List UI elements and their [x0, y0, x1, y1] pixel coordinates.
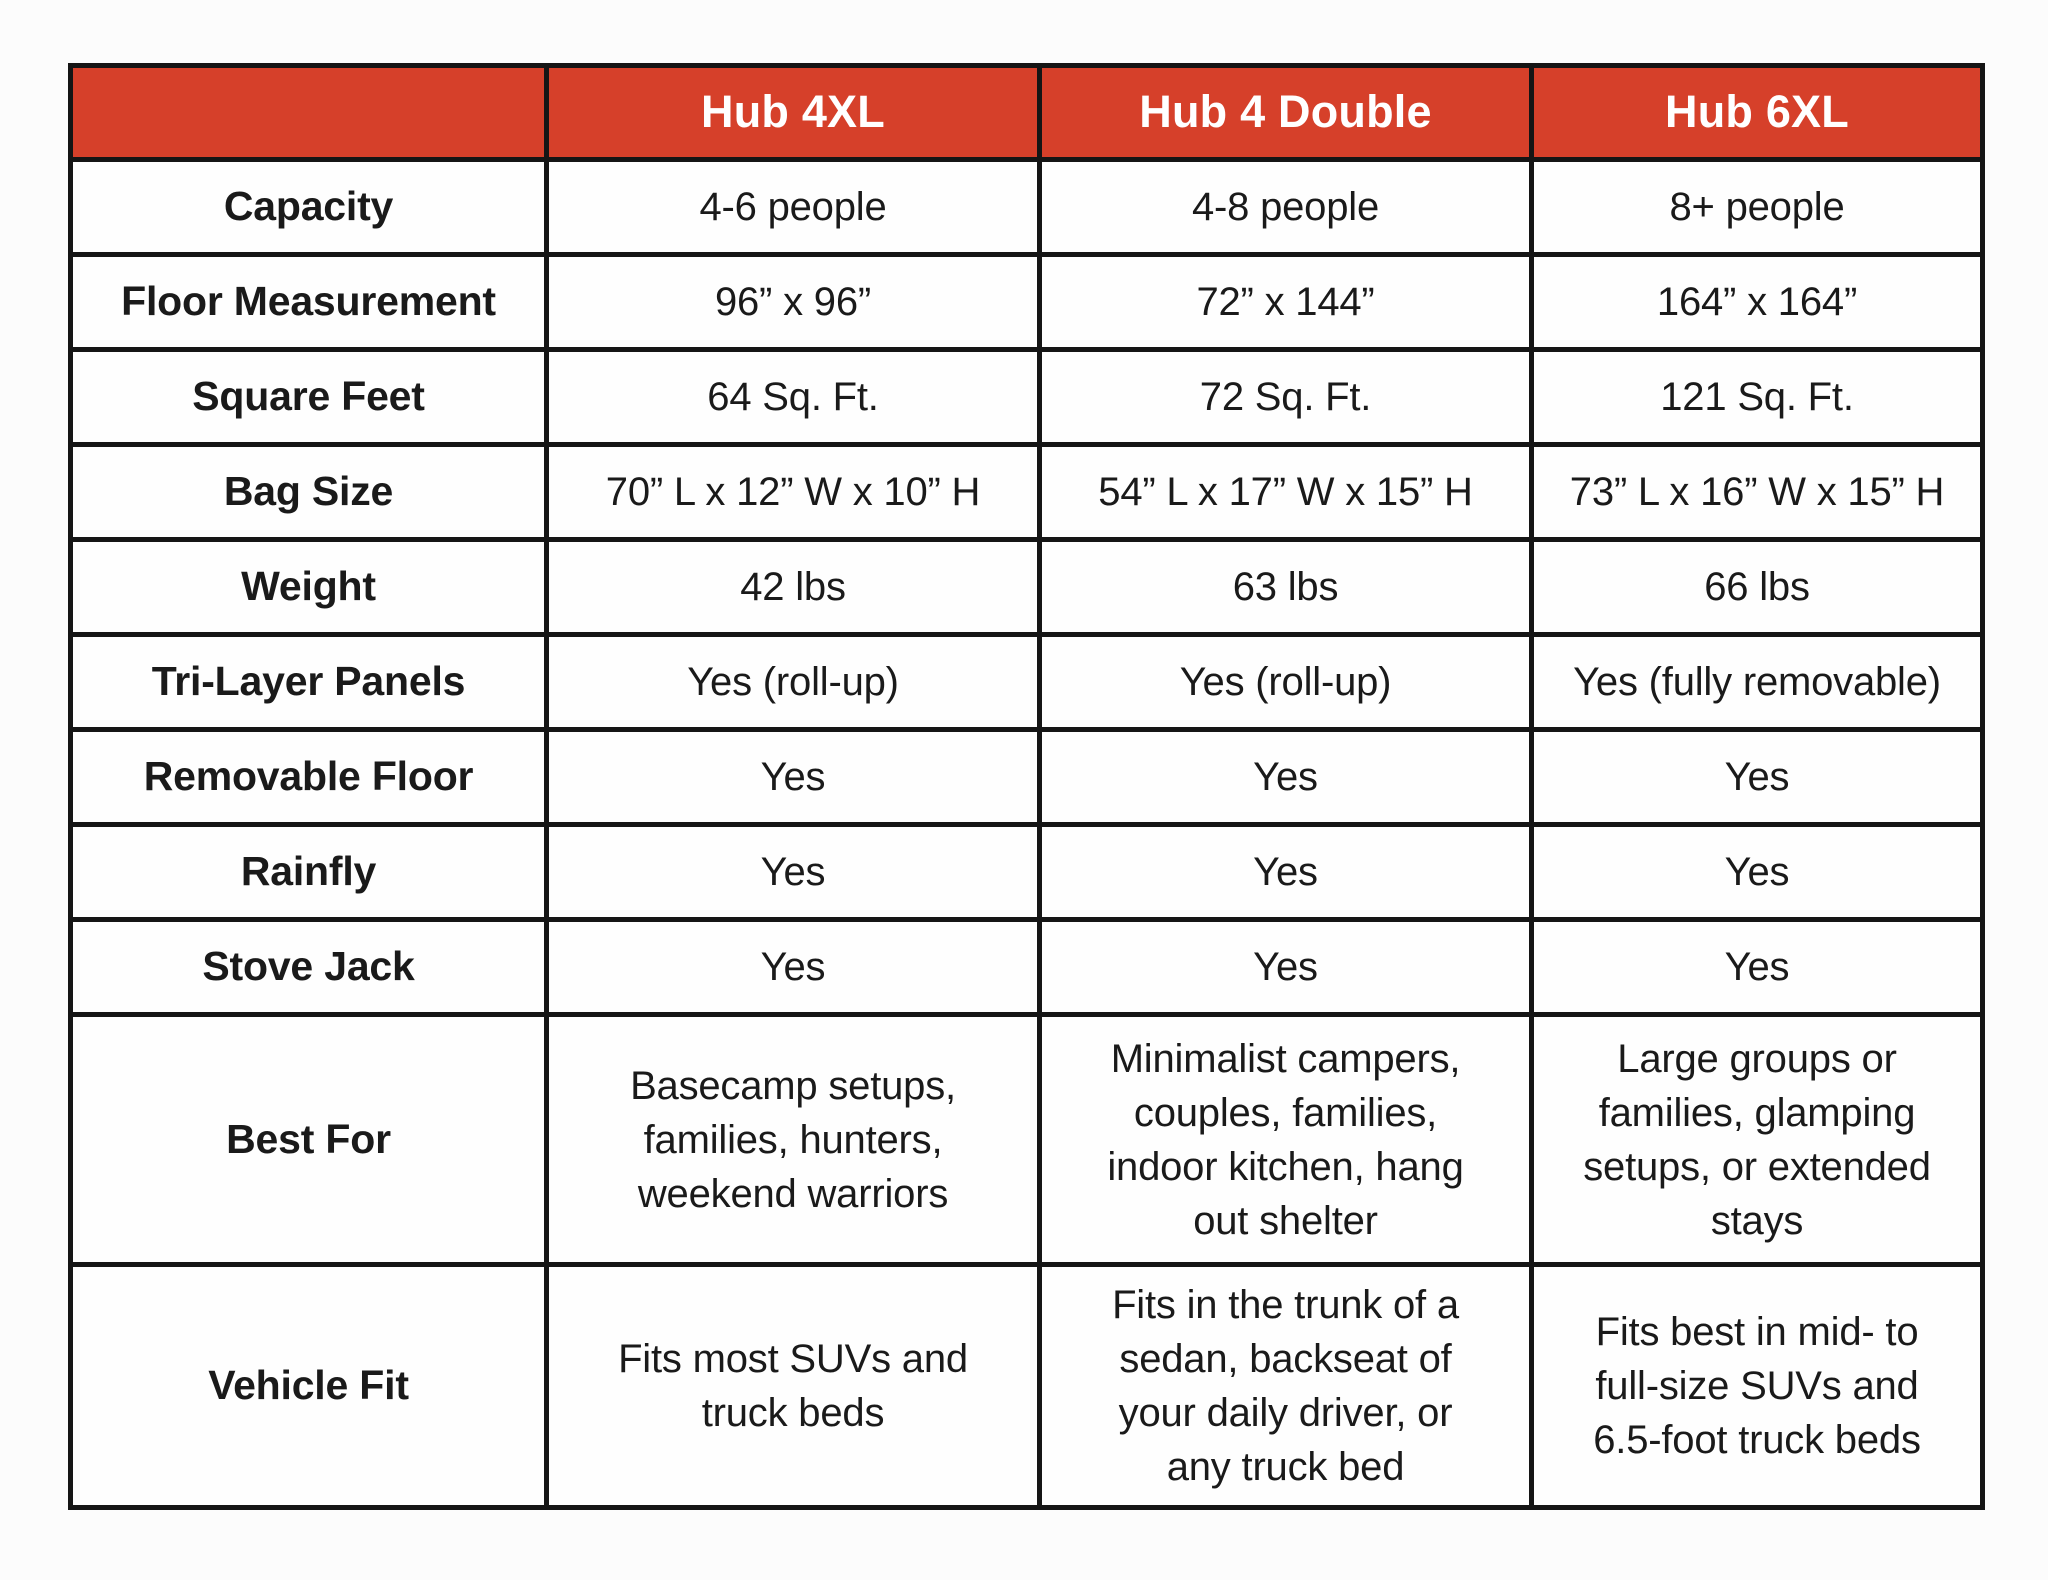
table-row-capacity: Capacity 4-6 people 4-8 people 8+ people	[68, 157, 1985, 257]
row-label-floor-measurement: Floor Measurement	[68, 252, 549, 352]
cell-tri-layer-panels-hub-6xl: Yes (fully removable)	[1529, 632, 1985, 732]
row-label-capacity: Capacity	[68, 157, 549, 257]
cell-weight-hub-6xl: 66 lbs	[1529, 537, 1985, 637]
comparison-table: Hub 4XL Hub 4 Double Hub 6XL Capacity 4-6 p…	[68, 63, 1985, 1510]
table-body: Capacity 4-6 people 4-8 people 8+ people Flo…	[68, 157, 1985, 1510]
row-label-rainfly: Rainfly	[68, 822, 549, 922]
row-label-weight: Weight	[68, 537, 549, 637]
row-label-removable-floor: Removable Floor	[68, 727, 549, 827]
row-label-tri-layer-panels: Tri-Layer Panels	[68, 632, 549, 732]
table-row-vehicle-fit: Vehicle Fit Fits most SUVs and truck beds…	[68, 1262, 1985, 1510]
table-row-rainfly: Rainfly Yes Yes Yes	[68, 822, 1985, 922]
table-row-weight: Weight 42 lbs 63 lbs 66 lbs	[68, 537, 1985, 637]
cell-bag-size-hub-4-double: 54” L x 17” W x 15” H	[1037, 442, 1534, 542]
cell-vehicle-fit-hub-4-double: Fits in the trunk of a sedan, backseat o…	[1037, 1262, 1534, 1510]
cell-best-for-hub-4xl: Basecamp setups, families, hunters, week…	[544, 1012, 1042, 1267]
comparison-table-container: Hub 4XL Hub 4 Double Hub 6XL Capacity 4-6 p…	[68, 63, 1985, 1510]
cell-removable-floor-hub-4xl: Yes	[544, 727, 1042, 827]
table-row-tri-layer-panels: Tri-Layer Panels Yes (roll-up) Yes (roll-u…	[68, 632, 1985, 732]
table-row-best-for: Best For Basecamp setups, families, hunte…	[68, 1012, 1985, 1267]
row-label-bag-size: Bag Size	[68, 442, 549, 542]
row-label-vehicle-fit: Vehicle Fit	[68, 1262, 549, 1510]
cell-tri-layer-panels-hub-4xl: Yes (roll-up)	[544, 632, 1042, 732]
cell-floor-measurement-hub-4xl: 96” x 96”	[544, 252, 1042, 352]
cell-rainfly-hub-4xl: Yes	[544, 822, 1042, 922]
table-row-removable-floor: Removable Floor Yes Yes Yes	[68, 727, 1985, 827]
column-header-hub-4-double: Hub 4 Double	[1037, 63, 1534, 162]
row-label-best-for: Best For	[68, 1012, 549, 1267]
cell-weight-hub-4xl: 42 lbs	[544, 537, 1042, 637]
cell-capacity-hub-6xl: 8+ people	[1529, 157, 1985, 257]
table-row-square-feet: Square Feet 64 Sq. Ft. 72 Sq. Ft. 121 Sq. F…	[68, 347, 1985, 447]
cell-stove-jack-hub-4xl: Yes	[544, 917, 1042, 1017]
cell-square-feet-hub-4xl: 64 Sq. Ft.	[544, 347, 1042, 447]
table-row-floor-measurement: Floor Measurement 96” x 96” 72” x 144” 164”…	[68, 252, 1985, 352]
cell-floor-measurement-hub-6xl: 164” x 164”	[1529, 252, 1985, 352]
table-header-row: Hub 4XL Hub 4 Double Hub 6XL	[68, 63, 1985, 162]
cell-rainfly-hub-4-double: Yes	[1037, 822, 1534, 922]
cell-square-feet-hub-6xl: 121 Sq. Ft.	[1529, 347, 1985, 447]
cell-tri-layer-panels-hub-4-double: Yes (roll-up)	[1037, 632, 1534, 732]
cell-bag-size-hub-6xl: 73” L x 16” W x 15” H	[1529, 442, 1985, 542]
row-label-stove-jack: Stove Jack	[68, 917, 549, 1017]
cell-floor-measurement-hub-4-double: 72” x 144”	[1037, 252, 1534, 352]
row-label-square-feet: Square Feet	[68, 347, 549, 447]
table-row-stove-jack: Stove Jack Yes Yes Yes	[68, 917, 1985, 1017]
cell-removable-floor-hub-6xl: Yes	[1529, 727, 1985, 827]
cell-stove-jack-hub-4-double: Yes	[1037, 917, 1534, 1017]
column-header-hub-6xl: Hub 6XL	[1529, 63, 1985, 162]
table-row-bag-size: Bag Size 70” L x 12” W x 10” H 54” L x 17”…	[68, 442, 1985, 542]
cell-square-feet-hub-4-double: 72 Sq. Ft.	[1037, 347, 1534, 447]
cell-weight-hub-4-double: 63 lbs	[1037, 537, 1534, 637]
column-header-hub-4xl: Hub 4XL	[544, 63, 1042, 162]
corner-cell	[68, 63, 549, 162]
cell-best-for-hub-6xl: Large groups or families, glamping setup…	[1529, 1012, 1985, 1267]
cell-vehicle-fit-hub-4xl: Fits most SUVs and truck beds	[544, 1262, 1042, 1510]
cell-removable-floor-hub-4-double: Yes	[1037, 727, 1534, 827]
cell-capacity-hub-4xl: 4-6 people	[544, 157, 1042, 257]
cell-best-for-hub-4-double: Minimalist campers, couples, families, i…	[1037, 1012, 1534, 1267]
cell-vehicle-fit-hub-6xl: Fits best in mid- to full-size SUVs and …	[1529, 1262, 1985, 1510]
cell-capacity-hub-4-double: 4-8 people	[1037, 157, 1534, 257]
cell-stove-jack-hub-6xl: Yes	[1529, 917, 1985, 1017]
cell-rainfly-hub-6xl: Yes	[1529, 822, 1985, 922]
cell-bag-size-hub-4xl: 70” L x 12” W x 10” H	[544, 442, 1042, 542]
